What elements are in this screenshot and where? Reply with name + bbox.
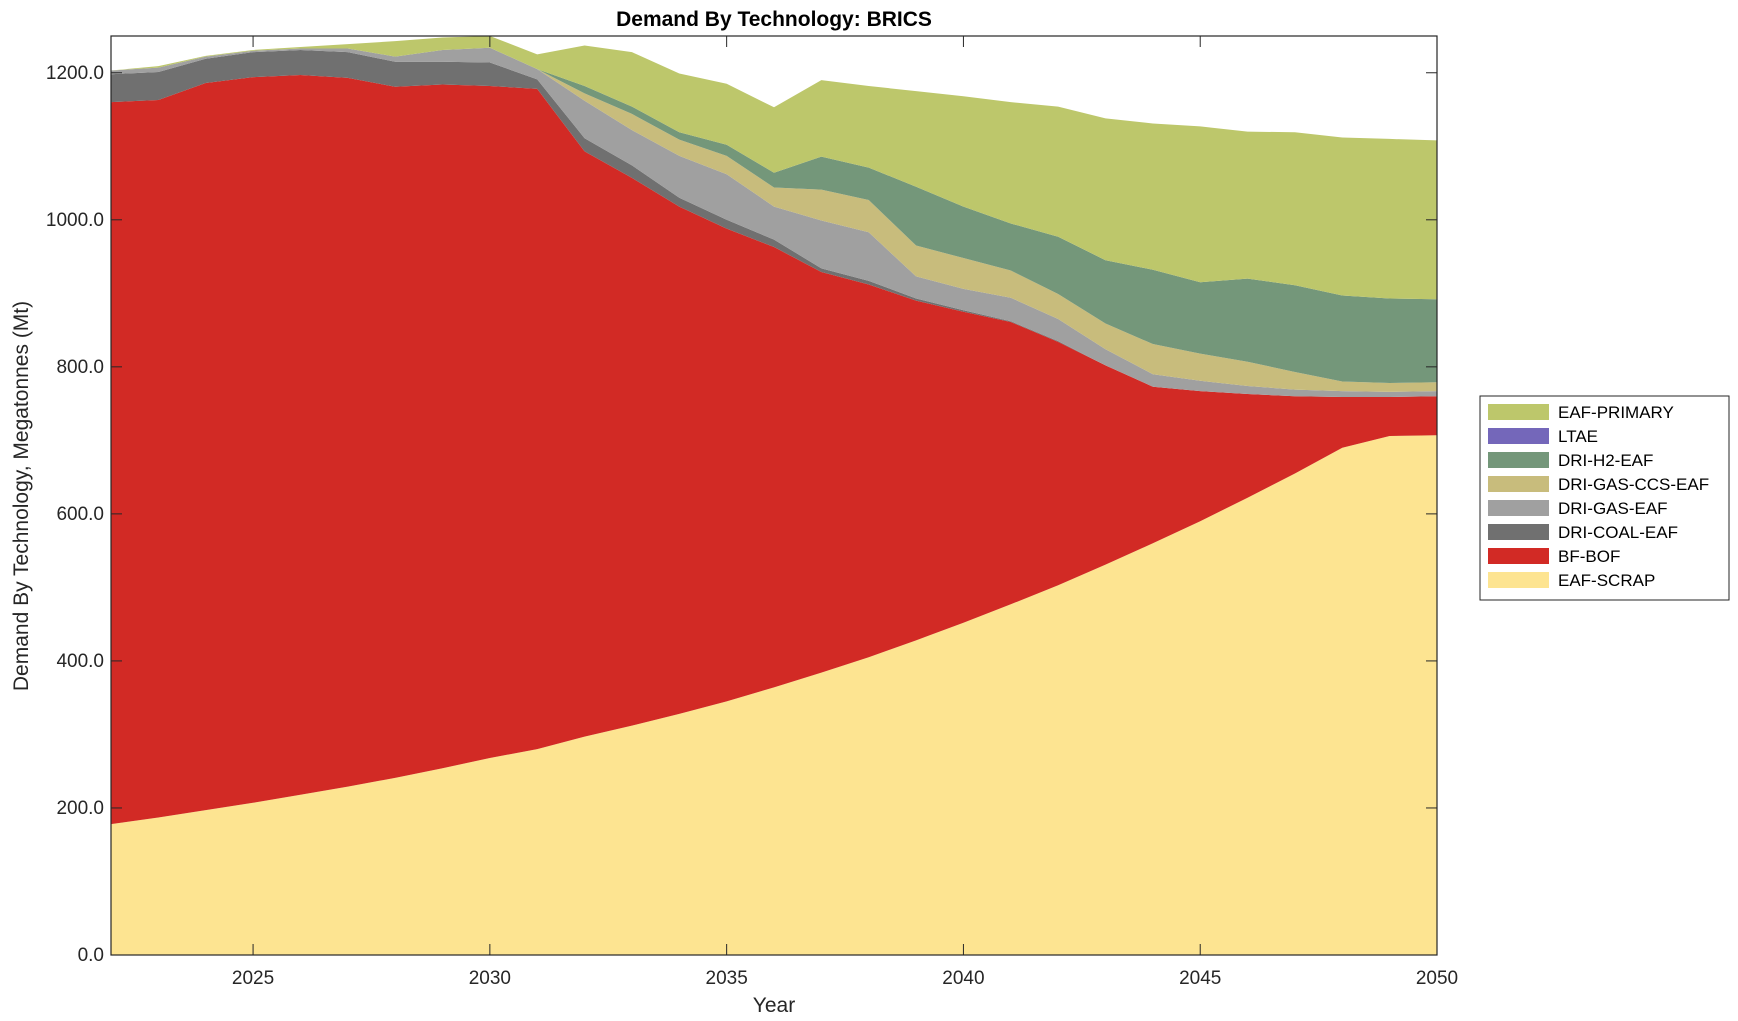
y-axis-title: Demand By Technology, Megatonnes (Mt) — [10, 301, 33, 691]
chart-title: Demand By Technology: BRICS — [616, 8, 932, 31]
legend-label: EAF-PRIMARY — [1558, 403, 1674, 422]
x-tick-label: 2025 — [232, 968, 274, 989]
area-eaf-primary — [111, 36, 1437, 300]
legend-swatch — [1488, 404, 1549, 420]
legend-swatch — [1488, 428, 1549, 444]
y-tick-label: 1200.0 — [46, 63, 104, 84]
y-tick-label: 200.0 — [56, 798, 104, 819]
area-series-group — [111, 36, 1437, 955]
y-tick-label: 800.0 — [56, 357, 104, 378]
legend-swatch — [1488, 572, 1549, 588]
x-tick-label: 2035 — [706, 968, 748, 989]
x-tick-label: 2045 — [1179, 968, 1221, 989]
legend-swatch — [1488, 548, 1549, 564]
area-dri-h2-eaf — [111, 47, 1437, 384]
y-tick-label: 600.0 — [56, 504, 104, 525]
legend-label: DRI-H2-EAF — [1558, 451, 1653, 470]
plot-area-group — [111, 36, 1437, 955]
axes-box — [110, 35, 1438, 956]
area-eaf-scrap — [111, 435, 1437, 955]
x-tick-label: 2030 — [469, 968, 511, 989]
x-tick-label: 2040 — [942, 968, 984, 989]
y-tick-label: 400.0 — [56, 651, 104, 672]
area-dri-gas-eaf — [111, 47, 1437, 397]
legend-swatch — [1488, 524, 1549, 540]
legend-box — [1479, 395, 1730, 601]
legend-swatch — [1488, 500, 1549, 516]
legend-label: EAF-SCRAP — [1558, 571, 1655, 590]
legend-label: DRI-GAS-EAF — [1558, 499, 1668, 518]
legend-swatch — [1488, 452, 1549, 468]
legend-label: LTAE — [1558, 427, 1598, 446]
y-tick-label: 1000.0 — [46, 210, 104, 231]
area-bf-bof — [111, 74, 1437, 825]
legend-label: DRI-COAL-EAF — [1558, 523, 1678, 542]
x-tick-label: 2050 — [1416, 968, 1458, 989]
legend-label: DRI-GAS-CCS-EAF — [1558, 475, 1709, 494]
legend: EAF-PRIMARY LTAE DRI-H2-EAF DRI-GAS-CCS-EAF… — [1479, 395, 1730, 601]
x-axis-title: Year — [753, 994, 795, 1017]
legend-label: BF-BOF — [1558, 547, 1620, 566]
legend-swatch — [1488, 476, 1549, 492]
axes-group: 0.0 200.0 400.0 600.0 800.0 1000.0 1200.0 2025 2… — [46, 35, 1458, 989]
y-tick-label: 0.0 — [78, 945, 104, 966]
